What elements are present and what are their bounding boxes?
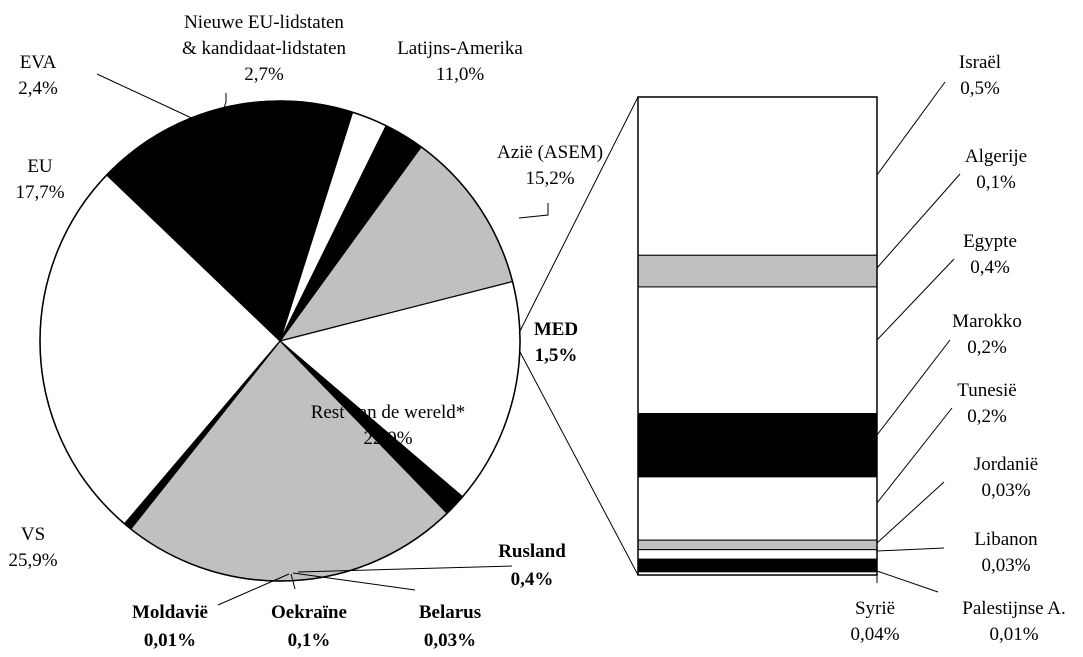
connector-line bbox=[518, 96, 639, 334]
pie-label: EVA bbox=[20, 52, 57, 73]
pie-label: Latijns-Amerika bbox=[397, 38, 523, 59]
pie-label: 1,5% bbox=[535, 345, 578, 366]
bar-outline bbox=[637, 96, 878, 576]
pie-label: 0,03% bbox=[424, 630, 476, 651]
pie-leader-line bbox=[217, 573, 290, 606]
pie-label: EU bbox=[27, 156, 53, 177]
pie-label: Rusland bbox=[498, 541, 566, 562]
bar-segment bbox=[637, 549, 878, 560]
bar-segment bbox=[637, 413, 878, 478]
bar-leader-line bbox=[876, 173, 961, 269]
bar-label: 0,2% bbox=[967, 337, 1007, 358]
bar-label: 0,5% bbox=[960, 78, 1000, 99]
pie-label: Nieuwe EU-lidstaten bbox=[184, 12, 344, 33]
pie-leader-line bbox=[292, 572, 416, 591]
pie-label: 0,1% bbox=[288, 630, 331, 651]
bar-segment bbox=[637, 96, 878, 256]
pie-leader-line bbox=[290, 573, 296, 590]
pie-label: Belarus bbox=[419, 602, 481, 623]
bar-label: Algerije bbox=[965, 146, 1027, 167]
pie-chart bbox=[39, 100, 521, 582]
bar-label: 0,03% bbox=[981, 555, 1030, 576]
pie-label: 11,0% bbox=[436, 64, 485, 85]
bar-segment bbox=[637, 254, 878, 288]
bar-label: Palestijnse A. bbox=[962, 598, 1065, 619]
bar-leader-line bbox=[876, 339, 951, 436]
pie-leader-line bbox=[96, 73, 199, 122]
pie-label: VS bbox=[21, 524, 45, 545]
bar-segment bbox=[637, 476, 878, 541]
pie-label: 17,7% bbox=[15, 182, 64, 203]
bar-label: 0,03% bbox=[981, 480, 1030, 501]
pie-leader-line bbox=[297, 565, 513, 573]
bar-label: 0,4% bbox=[970, 257, 1010, 278]
bar-leader-lines bbox=[876, 81, 961, 593]
bar-leader-line bbox=[876, 481, 945, 544]
pie-label: 0,4% bbox=[511, 569, 554, 590]
pie-leader-line bbox=[518, 203, 549, 219]
pie-label: Rest van de wereld* bbox=[311, 402, 466, 423]
pie-labels: Latijns-Amerika 11,0% Azië (ASEM) 15,2% MED 1… bbox=[8, 12, 603, 651]
pie-label: 2,4% bbox=[18, 78, 58, 99]
bar-leader-line bbox=[876, 407, 953, 504]
pie-label: 0,01% bbox=[144, 630, 196, 651]
bar-segment bbox=[637, 539, 878, 551]
bar-label: Tunesië bbox=[957, 380, 1016, 401]
bar-label: Syrië bbox=[855, 598, 895, 619]
bar-leader-line bbox=[876, 258, 955, 341]
pie-label: Azië (ASEM) bbox=[497, 142, 603, 163]
bar-segment bbox=[637, 558, 878, 573]
bar-label: 0,2% bbox=[967, 406, 1007, 427]
stacked-bar bbox=[637, 96, 878, 576]
bar-label: Israël bbox=[959, 52, 1001, 73]
bar-leader-line bbox=[876, 547, 945, 552]
bar-label: Libanon bbox=[974, 529, 1038, 550]
bar-label: 0,1% bbox=[976, 172, 1016, 193]
pie-label: MED bbox=[534, 319, 578, 340]
bar-label: Marokko bbox=[952, 311, 1022, 332]
bar-label: Egypte bbox=[963, 231, 1017, 252]
bar-leader-line bbox=[876, 81, 946, 176]
pie-outline bbox=[39, 100, 521, 582]
bar-segment bbox=[637, 286, 878, 415]
pie-leader-lines bbox=[96, 73, 549, 606]
pie-label: 2,7% bbox=[244, 64, 284, 85]
pie-label: 22,9% bbox=[363, 428, 412, 449]
pie-label: & kandidaat-lidstaten bbox=[182, 38, 347, 59]
pie-label: 15,2% bbox=[525, 168, 574, 189]
pie-label: Moldavië bbox=[132, 602, 208, 623]
bar-label: Jordanië bbox=[974, 454, 1038, 475]
bar-label: 0,01% bbox=[989, 624, 1038, 645]
bar-labels: Israël 0,5% Algerije 0,1% Egypte 0,4% Marokko 0… bbox=[850, 52, 1065, 645]
pie-label: Oekraïne bbox=[271, 602, 347, 623]
pie-to-bar-connectors bbox=[518, 96, 639, 576]
pie-leader-line bbox=[223, 93, 227, 109]
bar-label: 0,04% bbox=[850, 624, 899, 645]
bar-leader-line bbox=[876, 570, 939, 593]
connector-line bbox=[518, 349, 639, 576]
pie-label: 25,9% bbox=[8, 550, 57, 571]
